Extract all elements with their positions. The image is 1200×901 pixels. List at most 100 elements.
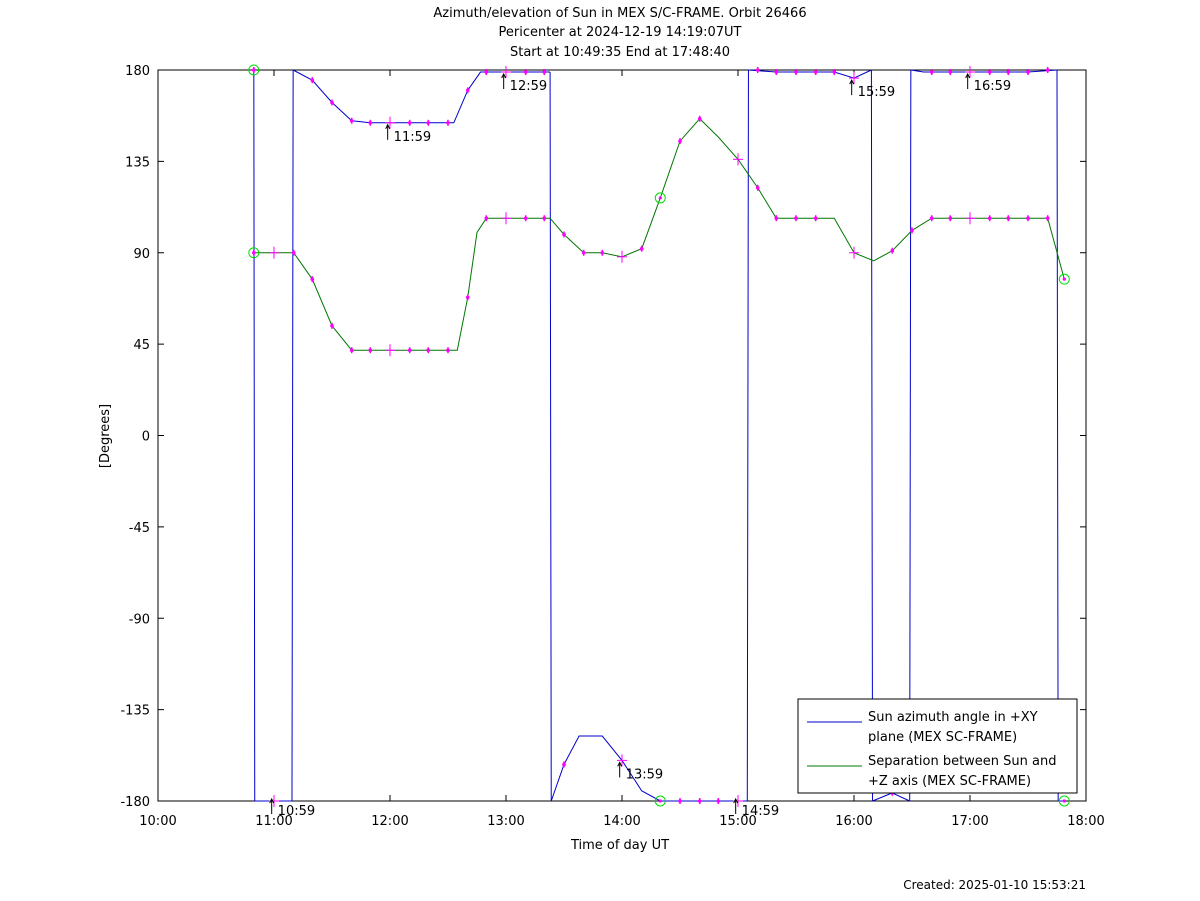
interval-marker-dot	[407, 348, 412, 353]
azimuth-series-line	[870, 69, 874, 802]
endpoint-marker	[1058, 795, 1070, 807]
interval-marker-dot	[697, 116, 702, 121]
y-tick-label: 180	[125, 64, 150, 79]
created-timestamp: Created: 2025-01-10 15:53:21	[903, 878, 1086, 892]
y-tick-label: -45	[129, 521, 150, 536]
annotation-label: 15:59	[858, 85, 895, 100]
x-tick-label: 12:00	[371, 814, 408, 829]
x-tick-label: 15:00	[719, 814, 756, 829]
annotation-arrowhead	[385, 123, 391, 130]
interval-marker-dot	[1045, 216, 1050, 221]
x-tick-label: 18:00	[1067, 814, 1104, 829]
annotation-arrowhead	[733, 797, 739, 804]
interval-marker-dot	[1045, 68, 1050, 72]
interval-marker-dot	[349, 118, 354, 123]
interval-marker-dot	[542, 216, 547, 221]
interval-marker-dot	[697, 799, 702, 803]
x-tick-label: 14:00	[603, 814, 640, 829]
endpoint-marker-dot	[252, 251, 256, 255]
endpoint-marker-dot	[252, 68, 256, 72]
interval-marker-dot	[562, 232, 566, 237]
interval-marker-dot	[426, 120, 431, 125]
endpoint-marker-dot	[1062, 799, 1066, 803]
title-line-3: Start at 10:49:35 End at 17:48:40	[510, 45, 730, 60]
separation-series-line	[253, 118, 1065, 351]
title-line-1: Azimuth/elevation of Sun in MEX S/C-FRAM…	[433, 6, 806, 21]
endpoint-marker-dot	[1062, 277, 1066, 281]
azimuth-series-line	[549, 72, 552, 802]
y-axis-label: [Degrees]	[98, 404, 113, 468]
interval-marker-dot	[310, 277, 315, 281]
interval-marker-dot	[310, 78, 315, 82]
interval-marker-dot	[678, 139, 682, 143]
annotation-arrowhead	[269, 797, 275, 804]
interval-marker-dot	[755, 185, 760, 190]
interval-marker-dot	[948, 216, 953, 221]
interval-marker-dot	[523, 216, 528, 221]
endpoint-marker-dot	[658, 196, 662, 200]
interval-marker-dot	[446, 348, 450, 353]
interval-marker-dot	[330, 324, 334, 328]
x-tick-label: 16:00	[835, 814, 872, 829]
interval-marker-dot	[794, 70, 798, 74]
azimuth-series-line	[291, 69, 294, 802]
annotation-arrowhead	[617, 761, 623, 767]
interval-marker-dot	[368, 120, 373, 125]
interval-marker-dot	[890, 248, 895, 253]
y-tick-label: 135	[125, 155, 150, 170]
y-tick-label: 0	[142, 430, 150, 445]
interval-marker-dot	[1026, 70, 1030, 74]
interval-marker-dot	[1026, 216, 1030, 221]
y-tick-label: -90	[129, 612, 150, 627]
interval-marker-dot	[542, 70, 547, 74]
y-tick-label: 45	[133, 338, 150, 353]
endpoint-marker	[1058, 273, 1070, 285]
legend-entry-separation-line-1: Separation between Sun and	[868, 754, 1056, 769]
interval-marker-dot	[330, 100, 334, 105]
interval-marker-dot	[407, 120, 412, 125]
y-tick-label: -135	[120, 704, 150, 719]
legend-box	[797, 698, 1078, 794]
annotation-label: 13:59	[626, 767, 663, 782]
azimuth-series-line	[1056, 69, 1059, 802]
interval-marker-dot	[639, 246, 644, 251]
interval-marker-dot	[349, 348, 354, 353]
interval-marker-dot	[794, 216, 798, 221]
legend-entry-separation-line-2: +Z axis (MEX SC-FRAME)	[868, 774, 1031, 789]
interval-marker-dot	[813, 70, 818, 74]
chart-title: Azimuth/elevation of Sun in MEX S/C-FRAM…	[433, 6, 806, 60]
x-tick-label: 13:00	[487, 814, 524, 829]
y-tick-label: 90	[133, 247, 150, 262]
interval-marker-dot	[929, 216, 934, 221]
legend: Sun azimuth angle in +XY plane (MEX SC-F…	[797, 698, 1078, 794]
endpoint-marker	[654, 795, 666, 807]
interval-marker-dot	[832, 70, 837, 74]
interval-marker-dot	[1006, 70, 1011, 74]
title-line-2: Pericenter at 2024-12-19 14:19:07UT	[498, 25, 741, 40]
azimuth-series-line	[746, 69, 749, 802]
annotation-arrowhead	[849, 79, 855, 85]
annotation-label: 14:59	[742, 804, 779, 819]
x-axis-label: Time of day UT	[570, 838, 669, 853]
annotation-label: 11:59	[394, 130, 431, 145]
azimuth-series-line	[253, 69, 256, 802]
interval-marker-dot	[426, 348, 431, 353]
annotations-layer: 11:59 12:59 13:59 14:59 15:59 16:59 10:59	[269, 72, 1011, 819]
azimuth-series-line	[550, 735, 748, 802]
interval-marker-dot	[910, 228, 914, 233]
interval-marker-dot	[581, 250, 586, 255]
annotation-label: 16:59	[974, 79, 1011, 94]
interval-marker-dot	[948, 70, 953, 74]
markers-layer	[248, 64, 1070, 807]
annotation-label: 12:59	[510, 79, 547, 94]
interval-marker-dot	[774, 216, 779, 221]
interval-marker-dot	[755, 68, 760, 72]
interval-marker-dot	[774, 70, 779, 74]
interval-marker-dot	[291, 250, 296, 255]
interval-marker-dot	[987, 216, 992, 221]
interval-marker-dot	[523, 70, 528, 74]
endpoint-marker	[654, 192, 666, 204]
azimuth-series-line	[748, 69, 872, 79]
azimuth-series-line	[909, 69, 912, 802]
